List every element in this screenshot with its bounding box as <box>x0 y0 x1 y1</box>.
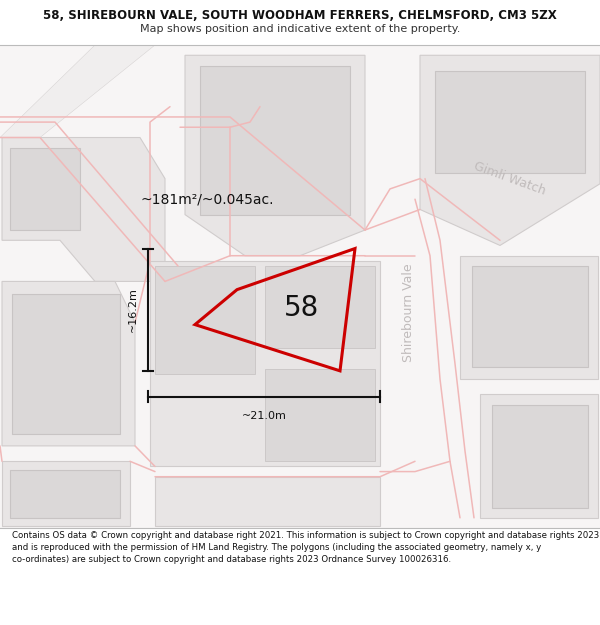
Polygon shape <box>10 469 120 518</box>
Polygon shape <box>150 261 380 466</box>
Polygon shape <box>480 394 598 518</box>
Polygon shape <box>0 45 155 138</box>
Polygon shape <box>492 405 588 508</box>
Text: Contains OS data © Crown copyright and database right 2021. This information is : Contains OS data © Crown copyright and d… <box>12 531 599 564</box>
Text: 58, SHIREBOURN VALE, SOUTH WOODHAM FERRERS, CHELMSFORD, CM3 5ZX: 58, SHIREBOURN VALE, SOUTH WOODHAM FERRE… <box>43 9 557 22</box>
Polygon shape <box>10 148 80 230</box>
Polygon shape <box>265 369 375 461</box>
Polygon shape <box>200 66 350 214</box>
Text: Gimli Watch: Gimli Watch <box>472 159 548 198</box>
Text: ~21.0m: ~21.0m <box>242 411 286 421</box>
Polygon shape <box>155 477 380 526</box>
Text: ~16.2m: ~16.2m <box>128 288 138 332</box>
Polygon shape <box>472 266 588 367</box>
Text: ~181m²/~0.045ac.: ~181m²/~0.045ac. <box>140 192 274 206</box>
Polygon shape <box>460 256 598 379</box>
Polygon shape <box>155 266 255 374</box>
Polygon shape <box>0 45 600 528</box>
Text: 58: 58 <box>284 294 319 322</box>
Text: Map shows position and indicative extent of the property.: Map shows position and indicative extent… <box>140 24 460 34</box>
Polygon shape <box>12 294 120 434</box>
Polygon shape <box>265 266 375 348</box>
Polygon shape <box>2 461 130 526</box>
Polygon shape <box>2 138 165 281</box>
Polygon shape <box>435 71 585 174</box>
Polygon shape <box>420 55 600 246</box>
Polygon shape <box>185 55 365 256</box>
Text: Shirebourn Vale: Shirebourn Vale <box>401 263 415 362</box>
Polygon shape <box>2 281 135 446</box>
